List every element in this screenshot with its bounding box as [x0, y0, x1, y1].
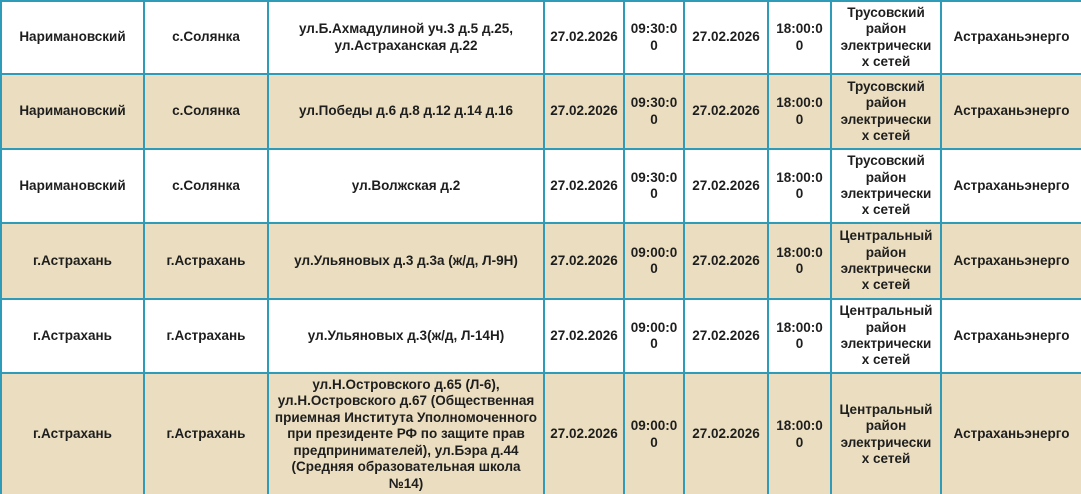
cell-start-date: 27.02.2026 — [543, 73, 625, 150]
cell-network-org: Центральный район электрических сетей — [830, 372, 942, 494]
cell-end-time: 18:00:00 — [767, 298, 832, 374]
table-row: г.Астрахань г.Астрахань ул.Ульяновых д.3… — [0, 222, 1081, 300]
cell-network-org: Трусовский район электрических сетей — [830, 73, 942, 150]
cell-district: Наримановский — [0, 148, 145, 224]
cell-start-date: 27.02.2026 — [543, 222, 625, 300]
cell-address: ул.Б.Ахмадулиной уч.3 д.5 д.25, ул.Астра… — [267, 0, 545, 75]
cell-end-date: 27.02.2026 — [683, 372, 769, 494]
cell-address: ул.Волжская д.2 — [267, 148, 545, 224]
cell-start-time: 09:00:00 — [623, 372, 685, 494]
cell-end-date: 27.02.2026 — [683, 0, 769, 75]
table-row: Наримановский с.Солянка ул.Волжская д.2 … — [0, 148, 1081, 224]
cell-network-org: Центральный район электрических сетей — [830, 222, 942, 300]
cell-start-time: 09:30:00 — [623, 73, 685, 150]
cell-company: Астраханьэнерго — [940, 372, 1081, 494]
cell-end-date: 27.02.2026 — [683, 73, 769, 150]
cell-company: Астраханьэнерго — [940, 148, 1081, 224]
cell-company: Астраханьэнерго — [940, 222, 1081, 300]
cell-district: Наримановский — [0, 0, 145, 75]
cell-start-time: 09:30:00 — [623, 148, 685, 224]
cell-company: Астраханьэнерго — [940, 73, 1081, 150]
cell-start-time: 09:00:00 — [623, 222, 685, 300]
cell-end-time: 18:00:00 — [767, 148, 832, 224]
cell-start-date: 27.02.2026 — [543, 0, 625, 75]
cell-end-time: 18:00:00 — [767, 372, 832, 494]
cell-end-date: 27.02.2026 — [683, 222, 769, 300]
cell-district: г.Астрахань — [0, 298, 145, 374]
table-row: г.Астрахань г.Астрахань ул.Ульяновых д.3… — [0, 298, 1081, 374]
cell-start-date: 27.02.2026 — [543, 298, 625, 374]
cell-address: ул.Ульяновых д.3(ж/д, Л-14Н) — [267, 298, 545, 374]
cell-network-org: Трусовский район электрических сетей — [830, 0, 942, 75]
cell-settlement: с.Солянка — [143, 73, 269, 150]
cell-start-time: 09:00:00 — [623, 298, 685, 374]
cell-end-time: 18:00:00 — [767, 73, 832, 150]
table-row: г.Астрахань г.Астрахань ул.Н.Островского… — [0, 372, 1081, 494]
cell-settlement: г.Астрахань — [143, 372, 269, 494]
cell-settlement: с.Солянка — [143, 148, 269, 224]
cell-start-time: 09:30:00 — [623, 0, 685, 75]
cell-district: г.Астрахань — [0, 372, 145, 494]
cell-start-date: 27.02.2026 — [543, 148, 625, 224]
cell-network-org: Центральный район электрических сетей — [830, 298, 942, 374]
cell-end-date: 27.02.2026 — [683, 298, 769, 374]
cell-settlement: г.Астрахань — [143, 298, 269, 374]
table-row: Наримановский с.Солянка ул.Победы д.6 д.… — [0, 73, 1081, 150]
cell-company: Астраханьэнерго — [940, 0, 1081, 75]
cell-start-date: 27.02.2026 — [543, 372, 625, 494]
cell-district: г.Астрахань — [0, 222, 145, 300]
cell-address: ул.Ульяновых д.3 д.3а (ж/д, Л-9Н) — [267, 222, 545, 300]
cell-district: Наримановский — [0, 73, 145, 150]
cell-settlement: с.Солянка — [143, 0, 269, 75]
cell-company: Астраханьэнерго — [940, 298, 1081, 374]
cell-end-time: 18:00:00 — [767, 0, 832, 75]
cell-end-time: 18:00:00 — [767, 222, 832, 300]
cell-address: ул.Н.Островского д.65 (Л-6), ул.Н.Остров… — [267, 372, 545, 494]
cell-address: ул.Победы д.6 д.8 д.12 д.14 д.16 — [267, 73, 545, 150]
table-row: Наримановский с.Солянка ул.Б.Ахмадулиной… — [0, 0, 1081, 75]
cell-settlement: г.Астрахань — [143, 222, 269, 300]
cell-end-date: 27.02.2026 — [683, 148, 769, 224]
cell-network-org: Трусовский район электрических сетей — [830, 148, 942, 224]
